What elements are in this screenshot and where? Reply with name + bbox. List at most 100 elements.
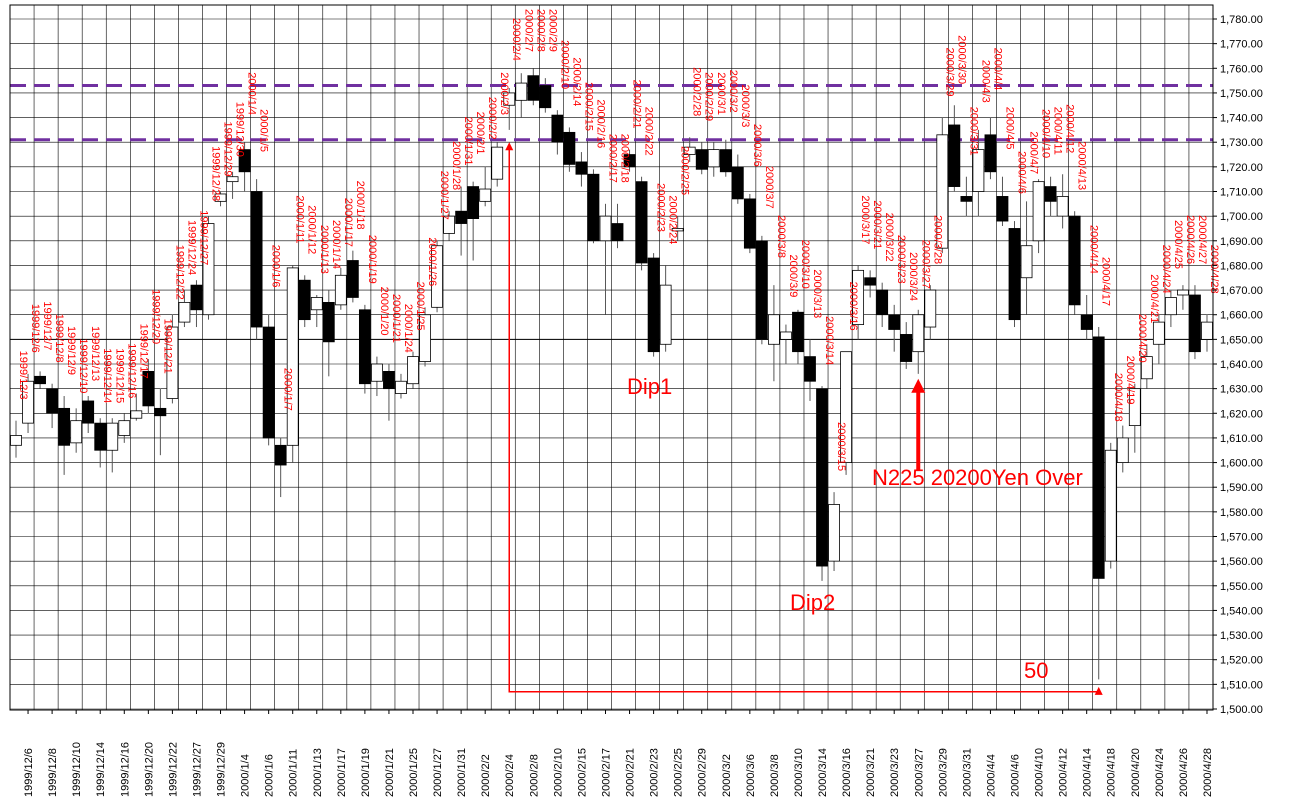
y-tick-label: 1,530.00: [1220, 630, 1263, 642]
candle-down: [587, 173, 600, 242]
candle-down: [864, 277, 877, 286]
candle-up: [118, 420, 131, 436]
candle-down: [695, 149, 708, 170]
candle-up: [1177, 289, 1189, 296]
candle-down: [551, 114, 564, 143]
y-tick-label: 1,560.00: [1220, 556, 1263, 568]
candle-date-label: 2000/3/29: [943, 48, 955, 97]
y-tick-label: 1,680.00: [1220, 260, 1263, 272]
candle-up: [1116, 437, 1129, 463]
x-tick-label: 2000/3/29: [937, 748, 949, 797]
x-tick-label: 2000/4/12: [1058, 748, 1070, 797]
candle-date-label: 2000/3/22: [883, 213, 895, 262]
candle-down: [455, 210, 468, 224]
y-tick-label: 1,510.00: [1220, 679, 1263, 691]
candle-down: [731, 166, 744, 200]
candle-date-label: 2000/4/27: [1196, 215, 1208, 264]
y-tick-label: 1,750.00: [1220, 88, 1263, 100]
candle-date-label: 2000/3/17: [859, 195, 871, 244]
candle-down: [1008, 228, 1021, 321]
candle-date-label: 2000/3/30: [955, 35, 967, 84]
x-tick-label: 2000/4/10: [1034, 748, 1046, 797]
candle-date-label: 1999/12/7: [41, 301, 53, 350]
candle-date-label: 2000/2/4: [510, 18, 522, 61]
candle-date-label: 2000/3/2: [727, 70, 739, 113]
candle-down: [46, 388, 59, 414]
candle-down: [1092, 336, 1105, 579]
candle-up: [443, 215, 455, 234]
candle-date-label: 2000/3/14: [823, 316, 835, 365]
candle-up: [515, 82, 528, 101]
candle-date-label: 2000/4/20: [1136, 314, 1148, 363]
candle-down: [154, 407, 167, 417]
candle-date-label: 1999/12/14: [101, 348, 113, 403]
candle-date-label: 1999/12/6: [29, 304, 41, 353]
candle-date-label: 2000/3/13: [811, 269, 823, 318]
candle-up: [407, 356, 419, 385]
candle-date-label: 2000/2/1: [474, 112, 486, 155]
candle-date-label: 1999/12/16: [125, 343, 137, 398]
y-tick-label: 1,770.00: [1220, 39, 1263, 51]
y-tick-label: 1,590.00: [1220, 482, 1263, 494]
candle-down: [611, 223, 624, 242]
candle-up: [178, 301, 191, 323]
candle-up: [972, 149, 985, 192]
candle-date-label: 2000/1/14: [330, 220, 342, 269]
x-tick-label: 2000/2/4: [504, 754, 516, 797]
candle-date-label: 2000/1/26: [426, 237, 438, 286]
x-tick-label: 2000/4/6: [1010, 754, 1022, 797]
candle-down: [539, 85, 552, 109]
candle-down: [467, 186, 480, 220]
candle-date-label: 2000/4/19: [1124, 356, 1136, 405]
candle-down: [996, 196, 1009, 222]
candle-up: [840, 351, 852, 463]
candle-date-label: 2000/2/7: [522, 9, 534, 52]
candle-date-label: 1999/12/13: [89, 326, 101, 381]
candle-date-label: 2000/2/23: [655, 183, 667, 232]
candle-date-label: 2000/1/12: [306, 205, 318, 254]
x-tick-label: 2000/1/25: [408, 748, 420, 797]
x-tick-label: 2000/3/31: [961, 748, 973, 797]
y-tick-label: 1,640.00: [1220, 359, 1263, 371]
candle-date-label: 2000/2/22: [643, 107, 655, 156]
candle-down: [274, 444, 287, 466]
candle-date-label: 2000/2/24: [667, 195, 679, 244]
x-tick-label: 2000/1/21: [384, 748, 396, 797]
x-tick-label: 2000/3/6: [745, 754, 757, 797]
candle-up: [828, 504, 840, 562]
x-tick-label: 2000/3/27: [913, 748, 925, 797]
candle-date-label: 2000/3/28: [931, 215, 943, 264]
candle-date-label: 2000/1/24: [402, 304, 414, 353]
candle-date-label: 2000/1/28: [450, 141, 462, 190]
candle-date-label: 1999/12/15: [113, 348, 125, 403]
candle-down: [876, 289, 889, 316]
y-axis: 1,500.00 1,510.00 1,520.00 1,530.00 1,540.00…: [1213, 14, 1263, 716]
candle-date-label: 2000/3/6: [751, 124, 763, 167]
x-tick-label: 2000/3/10: [793, 748, 805, 797]
candle-down: [960, 196, 973, 202]
x-tick-label: 2000/2/15: [576, 748, 588, 797]
candle-up: [936, 134, 949, 249]
candle-date-label: 2000/3/21: [871, 200, 883, 249]
candle-date-label: 2000/2/3: [498, 72, 510, 115]
x-tick-label: 2000/1/27: [432, 748, 444, 797]
candle-date-label: 1999/12/28: [209, 146, 221, 201]
candle-date-label: 2000/1/18: [354, 181, 366, 230]
candle-up: [226, 176, 239, 183]
candle-date-label: 2000/3/9: [787, 255, 799, 298]
x-tick-label: 2000/3/2: [721, 754, 733, 797]
candle-date-label: 1999/12/9: [65, 326, 77, 375]
candle-date-label: 2000/2/15: [582, 82, 594, 131]
candle-up: [659, 284, 672, 345]
candle-date-label: 2000/4/26: [1184, 215, 1196, 264]
candle-date-label: 2000/3/16: [847, 282, 859, 331]
candle-date-label: 2000/4/10: [1040, 109, 1052, 158]
candle-down: [58, 407, 71, 446]
fifty-annotation: 50: [1024, 658, 1048, 683]
candle-date-label: 2000/2/8: [534, 9, 546, 52]
y-tick-label: 1,500.00: [1220, 704, 1263, 716]
annotation-arrows: [505, 142, 1103, 695]
candle-up: [22, 380, 34, 424]
candle-date-label: 2000/3/24: [907, 252, 919, 301]
